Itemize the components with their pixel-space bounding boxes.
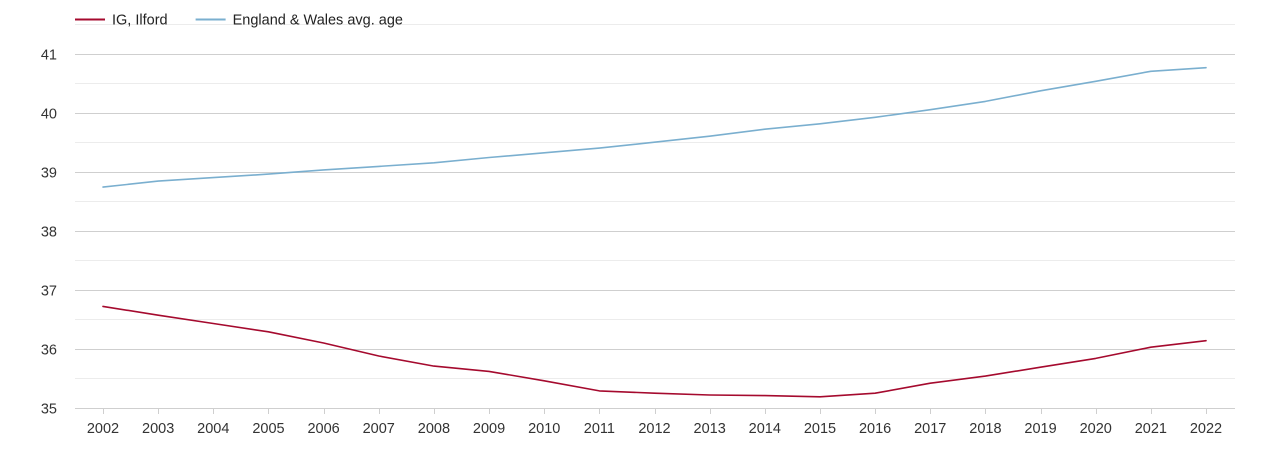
series-line-2: [102, 66, 1207, 188]
grid: [75, 24, 1235, 409]
x-tick-label: 2012: [638, 421, 670, 437]
x-tick-label: 2022: [1190, 421, 1222, 437]
legend[interactable]: IG, Ilford England & Wales avg. age: [75, 13, 403, 29]
axes: 35 36 37 38 39 40 41 2002 2003 2004 2005 2006 2007 20…: [41, 48, 1222, 438]
x-tick-label: 2008: [418, 421, 450, 437]
y-tick-label: 40: [41, 107, 57, 123]
x-tick-label: 2007: [363, 421, 395, 437]
series-lines: [102, 66, 1207, 398]
x-tick-label: 2015: [804, 421, 836, 437]
x-tick-label: 2017: [914, 421, 946, 437]
x-tick-label: 2004: [197, 421, 229, 437]
x-tick-label: 2021: [1135, 421, 1167, 437]
x-tick-label: 2016: [859, 421, 891, 437]
x-tick-label: 2018: [969, 421, 1001, 437]
legend-label: IG, Ilford: [112, 13, 168, 29]
y-tick-label: 35: [41, 402, 57, 418]
x-tick-label: 2006: [307, 421, 339, 437]
legend-label: England & Wales avg. age: [233, 13, 403, 29]
x-tick-label: 2020: [1080, 421, 1112, 437]
x-tick-label: 2009: [473, 421, 505, 437]
x-tick-label: 2002: [87, 421, 119, 437]
legend-item-1[interactable]: IG, Ilford: [75, 13, 168, 29]
y-tick-label: 41: [41, 48, 57, 64]
x-tick-label: 2005: [252, 421, 284, 437]
x-tick-label: 2014: [749, 421, 781, 437]
y-tick-label: 39: [41, 166, 57, 182]
x-tick-label: 2013: [694, 421, 726, 437]
y-tick-label: 37: [41, 284, 57, 300]
legend-item-2[interactable]: England & Wales avg. age: [195, 13, 403, 29]
x-tick-label: 2019: [1024, 421, 1056, 437]
series-line-1: [102, 305, 1207, 398]
y-tick-label: 38: [41, 225, 57, 241]
y-tick-label: 36: [41, 343, 57, 359]
x-tick-label: 2010: [528, 421, 560, 437]
x-tick-label: 2011: [584, 421, 615, 437]
x-tick-label: 2003: [142, 421, 174, 437]
